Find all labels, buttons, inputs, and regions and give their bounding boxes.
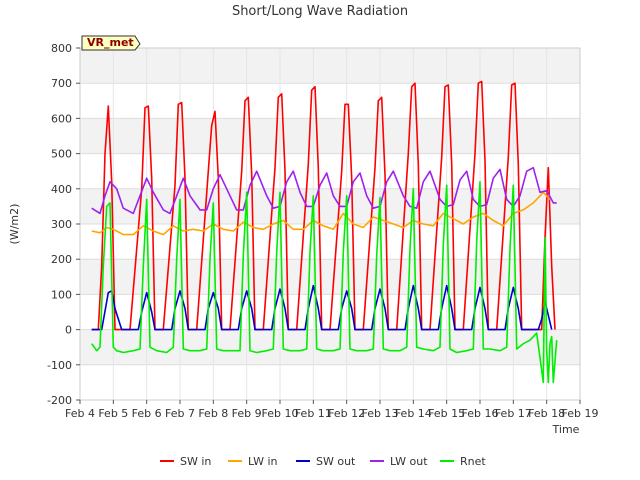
- x-tick-label: Feb 17: [495, 407, 532, 420]
- y-tick-label: 700: [51, 77, 72, 90]
- legend-item: Rnet: [440, 455, 486, 468]
- legend-label: LW in: [248, 455, 278, 468]
- legend-label: Rnet: [460, 455, 486, 468]
- x-tick-label: Feb 18: [528, 407, 565, 420]
- y-tick-label: 200: [51, 253, 72, 266]
- x-tick-label: Feb 9: [232, 407, 262, 420]
- x-axis-title: Time: [552, 423, 580, 436]
- legend-label: LW out: [390, 455, 428, 468]
- plot-band: [80, 188, 580, 224]
- y-tick-label: -200: [47, 394, 72, 407]
- y-tick-label: -100: [47, 359, 72, 372]
- x-tick-label: Feb 6: [132, 407, 162, 420]
- y-tick-label: 0: [65, 324, 72, 337]
- series-line-rnet: [91, 181, 558, 384]
- legend-item: SW out: [296, 455, 356, 468]
- x-tick-label: Feb 15: [428, 407, 465, 420]
- y-tick-label: 400: [51, 183, 72, 196]
- site-label: VR_met: [87, 36, 134, 49]
- x-tick-label: Feb 4: [65, 407, 95, 420]
- plot-band: [80, 259, 580, 295]
- series-line-sw-out: [91, 284, 553, 331]
- y-tick-label: 300: [51, 218, 72, 231]
- x-tick-label: Feb 11: [295, 407, 332, 420]
- x-tick-label: Feb 19: [562, 407, 599, 420]
- y-tick-label: 600: [51, 112, 72, 125]
- x-tick-label: Feb 7: [165, 407, 195, 420]
- series-line-lw-out: [91, 166, 557, 215]
- x-tick-label: Feb 5: [98, 407, 128, 420]
- legend-label: SW in: [180, 455, 211, 468]
- y-tick-label: 500: [51, 148, 72, 161]
- legend-item: LW in: [228, 455, 278, 468]
- x-tick-label: Feb 14: [395, 407, 432, 420]
- y-tick-label: 800: [51, 42, 72, 55]
- series-line-lw-in: [91, 191, 551, 236]
- plot-band: [80, 48, 580, 84]
- y-tick-label: 100: [51, 288, 72, 301]
- x-tick-label: Feb 12: [328, 407, 365, 420]
- legend-item: LW out: [370, 455, 428, 468]
- x-tick-label: Feb 8: [198, 407, 228, 420]
- legend-item: SW in: [160, 455, 211, 468]
- plot-band: [80, 329, 580, 365]
- x-tick-label: Feb 10: [262, 407, 299, 420]
- plot-band: [80, 118, 580, 154]
- site-label-badge: VR_met: [81, 35, 141, 51]
- x-tick-label: Feb 16: [462, 407, 499, 420]
- x-tick-label: Feb 13: [362, 407, 399, 420]
- y-axis-title: (W/m2): [8, 204, 21, 245]
- legend-label: SW out: [316, 455, 356, 468]
- chart-title: Short/Long Wave Radiation: [232, 4, 408, 19]
